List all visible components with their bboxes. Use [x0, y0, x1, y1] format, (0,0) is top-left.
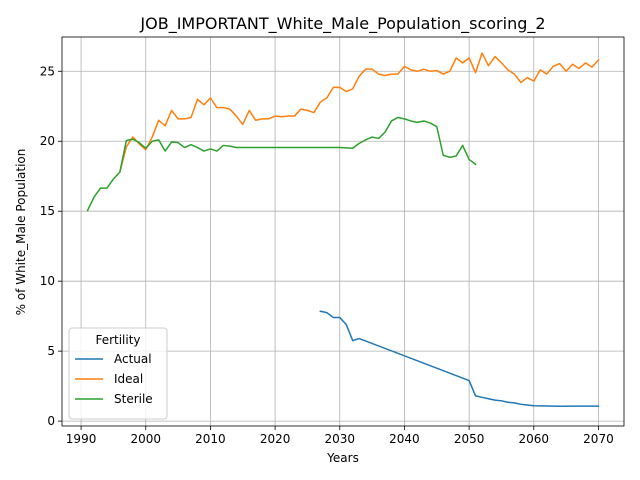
- x-axis-label: Years: [326, 451, 359, 465]
- x-tick-label: 1990: [66, 432, 97, 446]
- grid-lines: [62, 37, 624, 426]
- legend-label-ideal: Ideal: [114, 372, 143, 386]
- series-line-sterile: [86, 116, 477, 212]
- x-tick-label: 2030: [324, 432, 355, 446]
- y-tick-label: 5: [47, 344, 55, 358]
- y-tick-label: 15: [40, 204, 55, 218]
- plot-frame: [61, 36, 625, 427]
- y-axis-label: % of White_Male Population: [14, 149, 28, 316]
- x-tick-label: 2070: [583, 432, 614, 446]
- x-tick-label: 2000: [130, 432, 161, 446]
- x-tick-label: 2010: [195, 432, 226, 446]
- legend: Fertility Actual Ideal Sterile: [68, 327, 168, 420]
- y-tick-label: 20: [40, 134, 55, 148]
- y-tick-label: 10: [40, 274, 55, 288]
- legend-box: [68, 327, 168, 420]
- x-tick-label: 2040: [389, 432, 420, 446]
- series-line-actual: [319, 310, 600, 408]
- x-tick-label: 2050: [454, 432, 485, 446]
- chart-title: JOB_IMPORTANT_White_Male_Population_scor…: [139, 14, 545, 34]
- series-line-ideal: [118, 52, 600, 173]
- y-axis: 0 5 10 15 20 25: [40, 64, 62, 428]
- series-lines: [86, 52, 600, 408]
- x-tick-label: 2020: [260, 432, 291, 446]
- legend-items: Actual Ideal Sterile: [75, 352, 153, 406]
- legend-label-sterile: Sterile: [114, 392, 153, 406]
- legend-label-actual: Actual: [114, 352, 152, 366]
- y-tick-label: 25: [40, 64, 55, 78]
- y-tick-label: 0: [47, 414, 55, 428]
- legend-title: Fertility: [95, 333, 140, 347]
- x-axis: 1990 2000 2010 2020 2030 2040 2050 2060 2070: [66, 426, 614, 446]
- x-tick-label: 2060: [519, 432, 550, 446]
